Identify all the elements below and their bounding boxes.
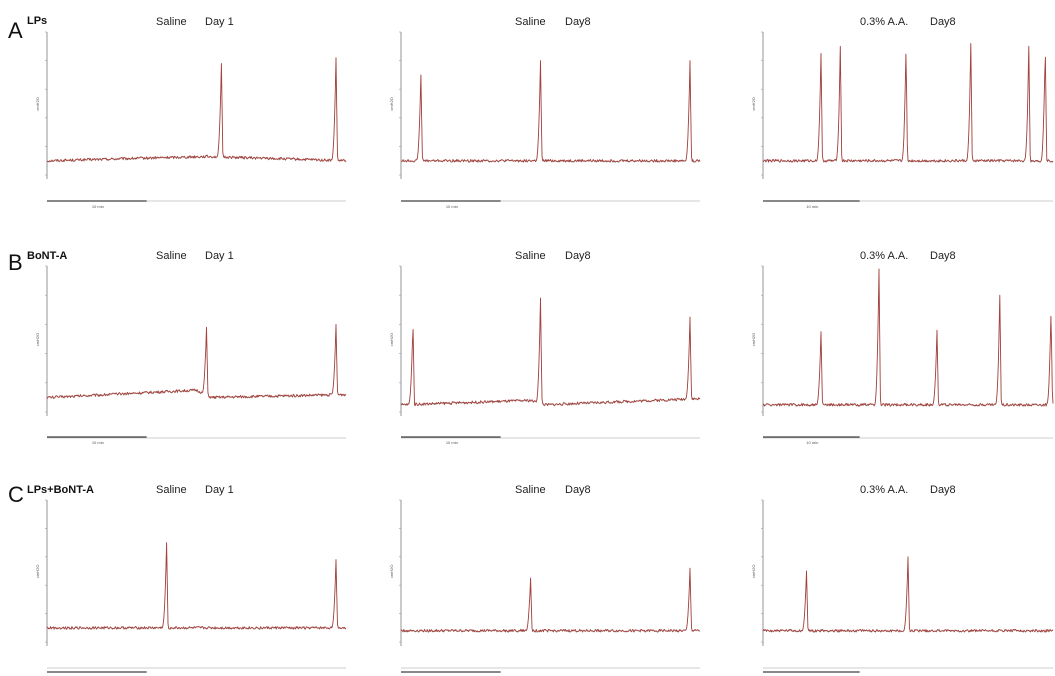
trace-panel-c-day1: cmH2O: [35, 499, 346, 673]
trace-panel-b-day1: cmH2O 10 min: [35, 265, 347, 445]
pressure-trace: [762, 556, 1054, 633]
pressure-trace: [46, 57, 347, 163]
day-label-b3: Day8: [930, 250, 956, 262]
pressure-trace: [400, 60, 701, 163]
trace-panel-c-day8-saline: cmH2O: [389, 499, 701, 673]
condition-label-c1: Saline: [156, 484, 187, 496]
pressure-trace-shadow: [46, 543, 346, 631]
y-axis-label: cmH2O: [389, 97, 394, 111]
group-label-c: LPs+BoNT-A: [27, 484, 94, 496]
day-label-b2: Day8: [565, 250, 591, 262]
y-axis-label: cmH2O: [35, 565, 40, 579]
y-axis-label: cmH2O: [389, 565, 394, 579]
trace-panel-b-day8-aa: cmH2O 10 min: [751, 265, 1054, 445]
scale-bar-label: 10 min: [446, 440, 458, 445]
day-label-a1: Day 1: [205, 16, 234, 28]
pressure-trace: [46, 323, 347, 399]
pressure-trace-shadow: [762, 43, 1054, 164]
scale-bar-label: 10 min: [446, 204, 458, 209]
y-axis-label: cmH2O: [751, 333, 756, 347]
scale-bar-label: 10 min: [92, 204, 104, 209]
trace-panel-a-day1: cmH2O 10 min: [35, 31, 347, 209]
y-axis-label: cmH2O: [751, 97, 756, 111]
pressure-trace: [762, 42, 1054, 163]
trace-panel-c-day8-aa: cmH2O: [751, 499, 1054, 673]
row-letter-a: A: [8, 18, 23, 43]
day-label-a2: Day8: [565, 16, 591, 28]
scale-bar-label: 10 min: [92, 440, 104, 445]
condition-label-a3: 0.3% A.A.: [860, 16, 908, 28]
day-label-c1: Day 1: [205, 484, 234, 496]
row-letter-b: B: [8, 250, 23, 275]
group-label-b: BoNT-A: [27, 250, 67, 262]
y-axis-label: cmH2O: [389, 333, 394, 347]
row-letter-c: C: [8, 482, 24, 507]
condition-label-b3: 0.3% A.A.: [860, 250, 908, 262]
day-label-b1: Day 1: [205, 250, 234, 262]
pressure-trace: [46, 542, 346, 630]
pressure-trace: [762, 268, 1054, 407]
day-label-a3: Day8: [930, 16, 956, 28]
pressure-trace-shadow: [400, 568, 701, 633]
y-axis-label: cmH2O: [751, 565, 756, 579]
day-label-c2: Day8: [565, 484, 591, 496]
pressure-trace-shadow: [400, 61, 701, 164]
condition-label-c2: Saline: [515, 484, 546, 496]
pressure-trace-shadow: [46, 58, 347, 163]
condition-label-a1: Saline: [156, 16, 187, 28]
trace-panel-a-day8-saline: cmH2O 10 min: [389, 31, 701, 209]
condition-label-a2: Saline: [515, 16, 546, 28]
scale-bar-label: 10 min: [806, 204, 818, 209]
day-label-c3: Day8: [930, 484, 956, 496]
condition-label-b1: Saline: [156, 250, 187, 262]
trace-panel-b-day8-saline: cmH2O 10 min: [389, 265, 701, 445]
y-axis-label: cmH2O: [35, 97, 40, 111]
y-axis-label: cmH2O: [35, 333, 40, 347]
condition-label-c3: 0.3% A.A.: [860, 484, 908, 496]
pressure-trace-shadow: [46, 324, 347, 400]
group-label-a: LPs: [27, 15, 47, 27]
pressure-trace: [400, 297, 701, 407]
condition-label-b2: Saline: [515, 250, 546, 262]
pressure-trace: [400, 567, 701, 633]
scale-bar-label: 10 min: [806, 440, 818, 445]
trace-panel-a-day8-aa: cmH2O 10 min: [751, 31, 1054, 209]
pressure-trace-shadow: [400, 298, 701, 407]
pressure-trace-shadow: [762, 269, 1054, 408]
